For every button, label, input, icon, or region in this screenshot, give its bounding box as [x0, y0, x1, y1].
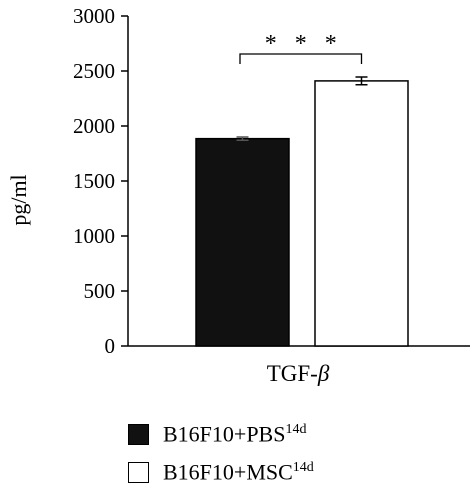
y-tick-label: 1000: [73, 224, 115, 248]
legend: B16F10+PBS14d B16F10+MSC14d: [128, 416, 314, 492]
legend-swatch-msc: [128, 461, 149, 483]
x-category-text: TGF-: [267, 361, 318, 386]
bar-chart: 0 500 1000 1500 2000 2500 3000 pg/ml * * * TGF…: [6, 4, 470, 386]
significance-stars: * * *: [265, 31, 343, 57]
bar-msc: [314, 80, 409, 347]
legend-label-msc: B16F10+MSC14d: [163, 459, 314, 485]
legend-label-pbs: B16F10+PBS14d: [163, 421, 307, 447]
y-tick-label: 0: [105, 334, 116, 358]
y-tick-label: 2000: [73, 114, 115, 138]
bar-pbs: [195, 137, 290, 347]
y-tick-label: 3000: [73, 4, 115, 28]
y-tick-label: 1500: [73, 169, 115, 193]
legend-label-msc-sup: 14d: [292, 459, 314, 475]
y-tick-label: 500: [84, 279, 116, 303]
significance-bracket: * * *: [239, 31, 363, 64]
y-axis-title: pg/ml: [6, 174, 31, 225]
legend-label-pbs-text: B16F10+PBS: [163, 421, 286, 447]
x-category-symbol: β: [317, 361, 330, 386]
bars: [195, 76, 409, 347]
significance-bracket-line: [239, 53, 363, 64]
x-category-label: TGF-β: [267, 361, 330, 386]
error-bar-pbs: [236, 136, 249, 142]
legend-label-pbs-sup: 14d: [285, 421, 307, 437]
error-bar-msc: [355, 76, 368, 86]
y-axis: 0 500 1000 1500 2000 2500 3000: [73, 4, 129, 358]
legend-item-msc: B16F10+MSC14d: [128, 454, 314, 490]
legend-label-msc-text: B16F10+MSC: [163, 459, 293, 485]
legend-swatch-pbs: [128, 423, 149, 445]
legend-item-pbs: B16F10+PBS14d: [128, 416, 314, 452]
y-tick-label: 2500: [73, 59, 115, 83]
